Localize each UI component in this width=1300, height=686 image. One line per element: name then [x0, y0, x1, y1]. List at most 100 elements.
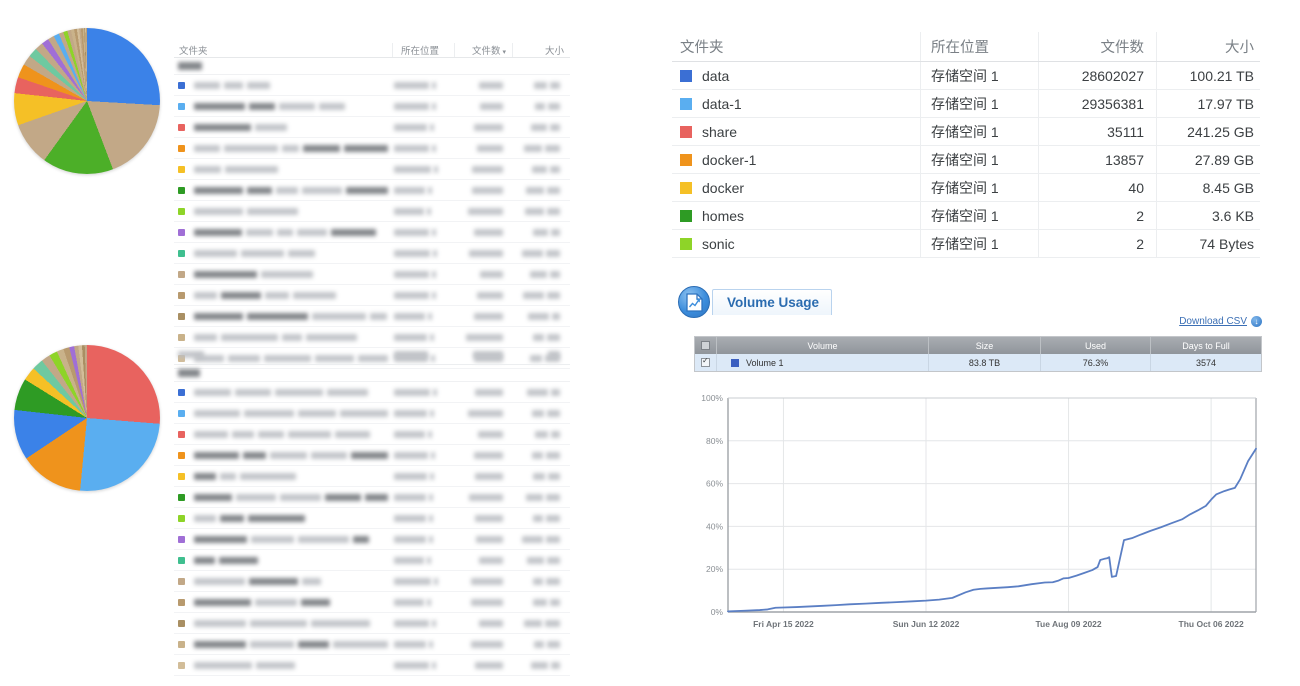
table-row[interactable] — [174, 634, 570, 655]
table-row[interactable] — [174, 613, 570, 634]
redacted-text — [535, 430, 548, 438]
cell-redacted — [473, 350, 503, 358]
redacted-text — [432, 661, 436, 669]
cell-size — [508, 249, 566, 257]
redacted-text — [478, 430, 503, 438]
table-row[interactable] — [174, 201, 570, 222]
table-row[interactable] — [174, 306, 570, 327]
redacted-text — [474, 123, 503, 131]
cell-filecount — [450, 270, 508, 278]
table-row[interactable]: sonic 存储空间 1 2 74 Bytes — [672, 230, 1260, 258]
table-row[interactable] — [174, 466, 570, 487]
download-csv-link[interactable]: Download CSV ↓ — [1179, 316, 1262, 327]
tab-volume-usage[interactable]: Volume Usage — [712, 289, 833, 315]
table-row[interactable] — [174, 348, 570, 369]
redacted-text — [335, 430, 370, 438]
cell-filecount — [450, 472, 508, 480]
table-row[interactable] — [174, 180, 570, 201]
column-header-volume[interactable]: Volume — [717, 337, 929, 354]
y-axis-tick-label: 20% — [706, 564, 723, 574]
cell-size: 100.21 TB — [1156, 62, 1260, 89]
redacted-text — [547, 186, 560, 194]
table-row[interactable] — [174, 424, 570, 445]
column-header-location[interactable]: 所在位置 — [920, 32, 1038, 61]
cell-size — [508, 388, 566, 396]
table-row[interactable] — [174, 138, 570, 159]
redacted-text — [277, 228, 293, 236]
cell-filecount — [450, 430, 508, 438]
cell-folder — [174, 598, 388, 606]
bottom-pie-chart — [14, 345, 160, 491]
column-header-used[interactable]: Used — [1041, 337, 1151, 354]
folder-color-swatch — [178, 81, 185, 89]
cell-folder-label: sonic — [702, 235, 735, 252]
header-location[interactable]: 所在位置 — [392, 43, 454, 57]
table-row[interactable] — [174, 243, 570, 264]
column-header-size[interactable]: 大小 — [1156, 32, 1260, 61]
table-row[interactable] — [174, 445, 570, 466]
header-filecount[interactable]: 文件数 ▾ — [454, 43, 512, 57]
table-row[interactable]: data-1 存储空间 1 29356381 17.97 TB — [672, 90, 1260, 118]
folder-color-swatch — [178, 144, 185, 152]
table-row[interactable]: data 存储空间 1 28602027 100.21 TB — [672, 62, 1260, 90]
redacted-text — [530, 270, 547, 278]
header-folder[interactable]: 文件夹 — [179, 46, 208, 57]
redacted-text — [434, 165, 438, 173]
table-row[interactable] — [174, 285, 570, 306]
redacted-text — [302, 577, 321, 585]
redacted-text — [432, 81, 436, 89]
folder-color-swatch — [680, 97, 692, 110]
table-row[interactable] — [174, 571, 570, 592]
cell-filecount — [450, 493, 508, 501]
table-row[interactable] — [174, 529, 570, 550]
back-row[interactable] — [174, 365, 570, 382]
table-row[interactable] — [174, 550, 570, 571]
table-row[interactable] — [174, 327, 570, 348]
cell-folder-label: data-1 — [702, 95, 742, 112]
table-row[interactable]: homes 存储空间 1 2 3.6 KB — [672, 202, 1260, 230]
table-row[interactable] — [174, 222, 570, 243]
back-row[interactable] — [174, 58, 570, 75]
table-row[interactable] — [174, 382, 570, 403]
redacted-text — [526, 493, 543, 501]
table-row[interactable] — [174, 487, 570, 508]
table-row[interactable] — [174, 403, 570, 424]
cell-location: 存储空间 1 — [920, 230, 1038, 257]
header-size[interactable]: 大小 — [512, 43, 570, 57]
table-row[interactable] — [174, 75, 570, 96]
cell-location — [388, 598, 450, 606]
table-row[interactable] — [174, 264, 570, 285]
redacted-text — [265, 291, 289, 299]
table-row[interactable] — [174, 96, 570, 117]
column-header-filecount[interactable]: 文件数 — [1038, 32, 1156, 61]
table-row[interactable] — [174, 592, 570, 613]
redacted-text — [394, 312, 425, 320]
column-header-days-to-full[interactable]: Days to Full — [1182, 340, 1230, 351]
table-row[interactable] — [174, 159, 570, 180]
redacted-text — [240, 472, 296, 480]
cell-location — [388, 535, 450, 543]
table-row[interactable] — [174, 655, 570, 676]
volume-table-row[interactable]: Volume 1 83.8 TB 76.3% 3574 — [695, 354, 1261, 371]
redacted-text — [235, 388, 271, 396]
table-row[interactable]: docker 存储空间 1 40 8.45 GB — [672, 174, 1260, 202]
volume-table-header: Volume Size Used Days to Full — [695, 337, 1261, 354]
select-all-checkbox[interactable] — [695, 337, 717, 354]
redacted-text — [474, 228, 503, 236]
table-row[interactable]: docker-1 存储空间 1 13857 27.89 GB — [672, 146, 1260, 174]
redacted-text — [358, 354, 389, 362]
redacted-text — [533, 228, 548, 236]
cell-location: 存储空间 1 — [920, 174, 1038, 201]
redacted-text — [394, 409, 427, 417]
table-row[interactable] — [174, 117, 570, 138]
volume-usage-chart[interactable]: 0% 20% 40% 60% 80% 100% Fri Apr 15 2022 Sun Jun… — [694, 390, 1260, 640]
row-checkbox[interactable] — [695, 354, 717, 371]
cell-size — [508, 333, 566, 341]
column-header-folder[interactable]: 文件夹 — [680, 40, 724, 56]
table-row[interactable]: share 存储空间 1 35111 241.25 GB — [672, 118, 1260, 146]
folder-color-swatch — [178, 451, 185, 459]
redacted-text — [534, 81, 547, 89]
cell-size — [508, 291, 566, 299]
column-header-size[interactable]: Size — [929, 337, 1041, 354]
table-row[interactable] — [174, 508, 570, 529]
